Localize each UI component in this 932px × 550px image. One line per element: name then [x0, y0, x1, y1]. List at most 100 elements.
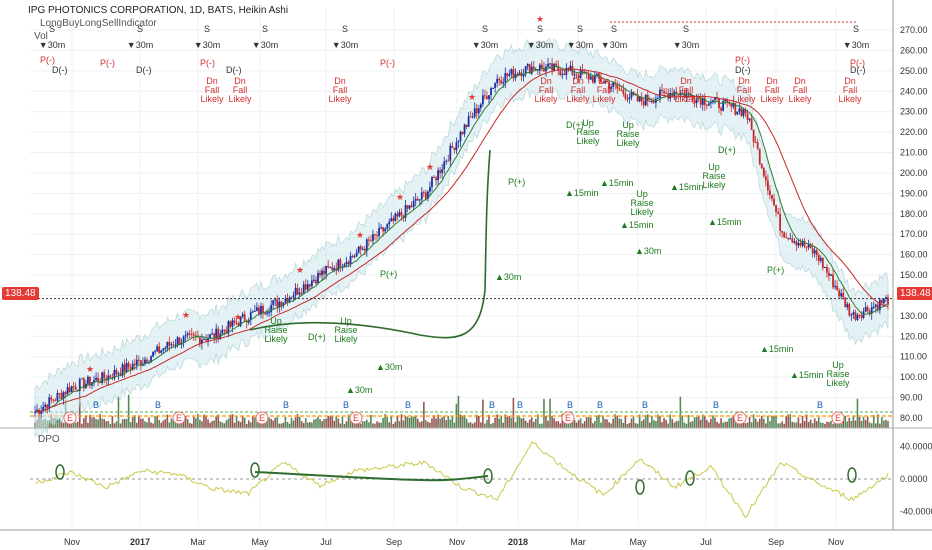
volume-bar [589, 417, 592, 428]
d-minus-label: D(-) [52, 65, 68, 75]
down-fall-likely-label: Dn [334, 76, 346, 86]
volume-bar [718, 423, 720, 428]
candle-body [176, 337, 179, 345]
candle-body [339, 259, 342, 269]
e-marker-label: E [565, 413, 571, 423]
candle-body [198, 337, 201, 344]
candle-body [783, 232, 786, 238]
candle-body [408, 205, 411, 209]
volume-bar [594, 421, 596, 428]
volume-bar [337, 418, 340, 428]
candle-body [826, 266, 828, 273]
candle-body [264, 313, 266, 315]
high-star-marker: ★ [296, 265, 304, 275]
candle-body [809, 244, 812, 249]
candle-body [217, 328, 220, 340]
volume-bar [237, 420, 240, 428]
candle-body [119, 373, 122, 376]
candle-body [559, 70, 562, 76]
dpo-signal-oval [250, 462, 260, 478]
volume-bar [671, 418, 674, 428]
candle-body [551, 63, 553, 71]
volume-bar [127, 394, 130, 428]
volume-bar [879, 423, 881, 428]
candle-body [821, 257, 824, 268]
volume-bar [390, 416, 393, 428]
candle-body [363, 248, 366, 251]
volume-bar [622, 422, 625, 428]
volume-bar [608, 422, 610, 428]
candle-body [695, 97, 698, 104]
volume-bar [539, 423, 541, 428]
volume-bar [868, 422, 871, 428]
candle-body [832, 274, 834, 288]
candle-body [225, 330, 228, 334]
down-fall-likely-label: Fall [571, 85, 586, 95]
candle-body [370, 240, 372, 242]
volume-bar [380, 422, 382, 428]
volume-bar [410, 416, 413, 428]
candle-body [317, 272, 319, 284]
candle-body [549, 63, 551, 65]
volume-bar [382, 417, 384, 428]
candle-body [850, 314, 853, 316]
volume-bar [243, 417, 246, 428]
volume-bar [315, 419, 317, 428]
volume-bar [628, 422, 631, 428]
candle-body [282, 302, 285, 307]
candle-body [775, 205, 777, 212]
candle-body [58, 392, 61, 394]
volume-bar [537, 414, 539, 428]
volume-bar [765, 423, 767, 428]
volume-bar [828, 422, 830, 428]
volume-bar [207, 419, 209, 428]
volume-bar [484, 423, 486, 428]
volume-bar [431, 418, 433, 428]
volume-bar [414, 415, 417, 428]
candle-body [365, 239, 368, 251]
candle-body [534, 69, 537, 71]
volume-bar [433, 415, 435, 428]
candle-body [581, 69, 584, 74]
volume-bar [716, 421, 718, 428]
candle-body [887, 297, 889, 305]
volume-bar [577, 420, 580, 428]
candle-body [864, 307, 867, 312]
volume-bar [355, 422, 358, 428]
candle-body [123, 364, 126, 372]
d-minus-label: D(-) [226, 65, 242, 75]
candle-body [382, 227, 385, 232]
candle-body [789, 238, 792, 240]
volume-bar [72, 423, 75, 428]
volume-bar [418, 422, 421, 428]
candle-body [567, 67, 570, 70]
candle-body [451, 145, 454, 148]
volume-bar [288, 423, 291, 428]
candle-body [648, 100, 651, 102]
volume-bar [614, 414, 617, 428]
candle-body [249, 312, 252, 320]
candle-body [522, 74, 525, 77]
sell-signal-label: S [853, 24, 859, 34]
volume-bar [553, 418, 555, 428]
volume-bar [612, 418, 614, 428]
indicator-name: LongBuyLongSellIndicator [40, 18, 157, 29]
time-tick-label: May [629, 537, 647, 547]
volume-bar [494, 417, 496, 428]
candle-body [563, 73, 566, 75]
candle-body [602, 82, 604, 84]
volume-bar [154, 416, 156, 428]
b-marker: B [567, 400, 573, 410]
volume-bar [192, 416, 195, 428]
candle-body [750, 118, 753, 130]
volume-bar [850, 420, 853, 428]
candle-body [823, 266, 826, 268]
volume-bar [327, 415, 329, 428]
candle-body [589, 76, 592, 80]
volume-bar [109, 423, 112, 428]
up-30m-marker: ▲30m [495, 272, 521, 282]
dpo-tick-label: -40.0000 [900, 507, 932, 517]
volume-bar [488, 414, 490, 428]
candle-body [846, 304, 849, 308]
